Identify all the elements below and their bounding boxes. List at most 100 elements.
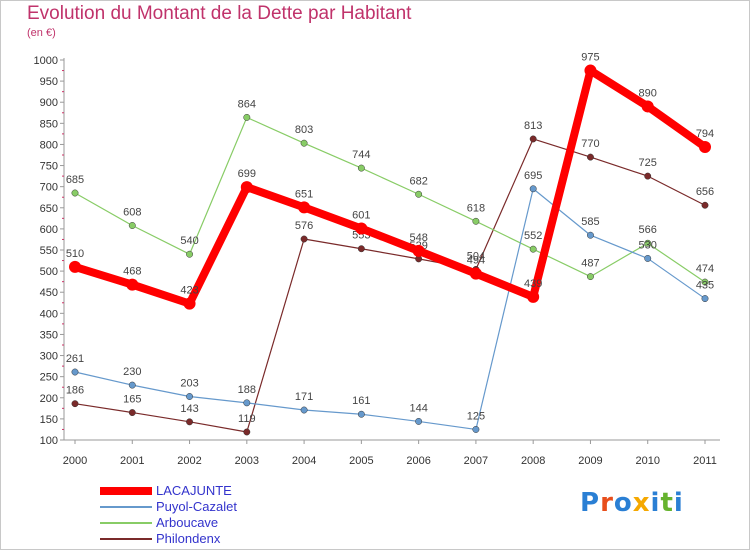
logo-letter: t bbox=[660, 488, 674, 518]
y-tick-label: 450 bbox=[40, 287, 58, 299]
data-label-lacajunte: 651 bbox=[295, 188, 313, 200]
logo-letter: P bbox=[580, 488, 601, 518]
data-point-puyol-cazalet bbox=[472, 425, 480, 433]
data-label-puyol-cazalet: 161 bbox=[352, 395, 370, 407]
data-point-lacajunte bbox=[126, 278, 139, 291]
data-point-arboucave bbox=[128, 222, 136, 229]
data-point-philondenx bbox=[128, 409, 136, 417]
legend-swatch-arboucave bbox=[100, 522, 152, 524]
data-point-lacajunte bbox=[298, 201, 311, 214]
y-tick-label: 250 bbox=[40, 372, 58, 384]
data-label-arboucave: 608 bbox=[123, 207, 141, 219]
data-label-philondenx: 656 bbox=[696, 186, 714, 198]
logo-letter: r bbox=[600, 488, 614, 518]
data-label-lacajunte: 468 bbox=[123, 266, 141, 278]
data-label-arboucave: 618 bbox=[467, 202, 485, 214]
data-point-philondenx bbox=[186, 418, 193, 426]
data-point-puyol-cazalet bbox=[415, 417, 423, 425]
data-label-puyol-cazalet: 261 bbox=[66, 353, 84, 365]
legend-label-puyol-cazalet: Puyol-Cazalet bbox=[156, 499, 237, 514]
data-label-puyol-cazalet: 530 bbox=[639, 239, 657, 251]
y-tick-label: 350 bbox=[40, 329, 58, 341]
data-point-lacajunte bbox=[412, 244, 425, 257]
legend-swatch-philondenx bbox=[100, 538, 152, 540]
data-point-arboucave bbox=[644, 239, 652, 247]
data-point-lacajunte bbox=[469, 267, 482, 280]
legend-label-lacajunte: LACAJUNTE bbox=[156, 483, 232, 498]
data-point-philondenx bbox=[357, 245, 365, 253]
data-label-arboucave: 487 bbox=[581, 258, 599, 270]
data-point-puyol-cazalet bbox=[587, 231, 594, 239]
data-point-puyol-cazalet bbox=[357, 410, 365, 418]
logo-letter: i bbox=[673, 488, 684, 518]
data-point-puyol-cazalet bbox=[128, 381, 136, 389]
data-label-philondenx: 119 bbox=[238, 413, 256, 425]
y-tick-label: 150 bbox=[40, 414, 58, 426]
data-label-puyol-cazalet: 125 bbox=[467, 410, 485, 422]
data-point-arboucave bbox=[357, 164, 365, 172]
data-label-philondenx: 813 bbox=[524, 120, 542, 132]
chart-subtitle: (en €) bbox=[27, 27, 56, 39]
y-tick-label: 750 bbox=[40, 161, 58, 173]
series-line-philondenx bbox=[74, 138, 706, 433]
legend-label-arboucave: Arboucave bbox=[156, 515, 219, 530]
data-label-arboucave: 685 bbox=[66, 174, 84, 186]
data-label-philondenx: 186 bbox=[66, 385, 84, 397]
data-point-puyol-cazalet bbox=[701, 295, 709, 303]
data-label-puyol-cazalet: 203 bbox=[180, 378, 198, 390]
data-label-lacajunte: 439 bbox=[524, 278, 542, 290]
data-label-arboucave: 474 bbox=[696, 263, 714, 275]
data-point-lacajunte bbox=[69, 260, 81, 273]
data-label-arboucave: 744 bbox=[352, 149, 370, 161]
y-tick-label: 700 bbox=[40, 182, 58, 194]
data-label-arboucave: 540 bbox=[180, 235, 198, 247]
data-label-philondenx: 725 bbox=[639, 157, 657, 169]
proxiti-logo: Proxiti bbox=[580, 488, 684, 518]
data-point-philondenx bbox=[71, 400, 79, 408]
data-point-lacajunte bbox=[240, 181, 253, 194]
data-label-lacajunte: 890 bbox=[639, 87, 657, 99]
data-label-lacajunte: 794 bbox=[696, 128, 714, 140]
data-point-arboucave bbox=[71, 189, 79, 197]
x-tick-label: 2007 bbox=[464, 455, 488, 467]
data-point-lacajunte bbox=[699, 140, 711, 153]
data-label-lacajunte: 601 bbox=[352, 209, 370, 221]
data-label-philondenx: 165 bbox=[123, 394, 141, 406]
data-point-puyol-cazalet bbox=[300, 406, 308, 414]
data-point-philondenx bbox=[529, 135, 537, 143]
data-point-arboucave bbox=[529, 245, 537, 253]
data-point-lacajunte bbox=[527, 290, 540, 303]
legend-label-philondenx: Philondenx bbox=[156, 531, 221, 546]
y-tick-label: 900 bbox=[40, 97, 58, 109]
y-tick-label: 1000 bbox=[34, 55, 58, 67]
logo-letter: i bbox=[650, 488, 661, 518]
x-tick-label: 2005 bbox=[349, 455, 373, 467]
data-point-puyol-cazalet bbox=[644, 254, 652, 262]
data-label-lacajunte: 699 bbox=[238, 168, 256, 180]
logo-letter: o bbox=[613, 488, 633, 518]
data-label-arboucave: 682 bbox=[409, 175, 427, 187]
legend-swatch-lacajunte bbox=[100, 487, 152, 495]
x-tick-label: 2003 bbox=[235, 455, 259, 467]
data-label-arboucave: 803 bbox=[295, 124, 313, 136]
data-label-philondenx: 143 bbox=[180, 403, 198, 415]
x-tick-label: 2004 bbox=[292, 455, 316, 467]
y-tick-label: 200 bbox=[40, 393, 58, 405]
x-tick-label: 2006 bbox=[406, 455, 430, 467]
data-point-philondenx bbox=[587, 153, 594, 161]
data-point-philondenx bbox=[300, 235, 308, 243]
x-tick-label: 2008 bbox=[521, 455, 545, 467]
data-label-puyol-cazalet: 695 bbox=[524, 170, 542, 182]
data-point-arboucave bbox=[587, 273, 594, 281]
data-point-puyol-cazalet bbox=[71, 368, 79, 376]
data-label-lacajunte: 975 bbox=[581, 52, 599, 64]
y-tick-label: 600 bbox=[40, 224, 58, 236]
data-point-philondenx bbox=[243, 428, 251, 436]
y-tick-label: 500 bbox=[40, 266, 58, 278]
data-label-puyol-cazalet: 188 bbox=[238, 384, 256, 396]
y-tick-label: 550 bbox=[40, 245, 58, 257]
series-line-puyol-cazalet bbox=[74, 188, 706, 431]
data-point-philondenx bbox=[701, 201, 709, 209]
data-label-puyol-cazalet: 171 bbox=[295, 391, 313, 403]
data-label-philondenx: 770 bbox=[581, 138, 599, 150]
